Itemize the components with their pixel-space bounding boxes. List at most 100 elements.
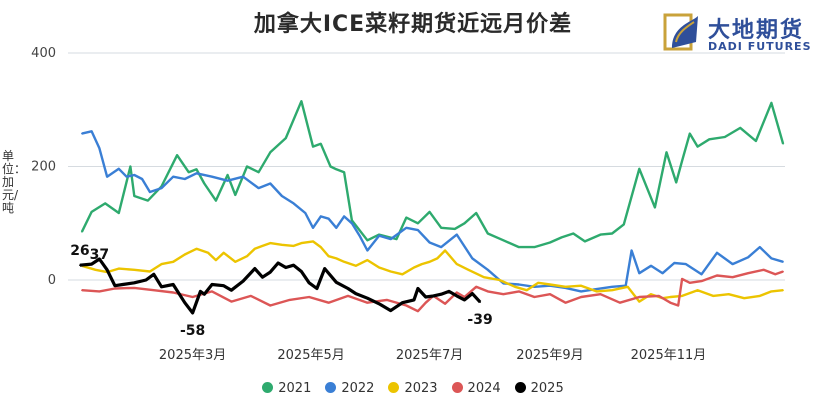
data-point-2025 xyxy=(440,293,443,296)
series-line-2025 xyxy=(79,257,482,315)
data-point-2021 xyxy=(351,219,353,222)
data-point-2023 xyxy=(681,295,683,297)
data-point-2023 xyxy=(378,266,380,269)
data-point-2022 xyxy=(106,175,108,178)
data-point-2024 xyxy=(681,278,683,280)
x-tick-label: 2025年11月 xyxy=(631,348,707,363)
legend-label: 2023 xyxy=(404,381,438,396)
data-point-2023 xyxy=(133,269,136,271)
data-point-2022 xyxy=(320,215,322,218)
data-point-2022 xyxy=(343,215,345,218)
data-point-2025 xyxy=(90,263,93,265)
data-point-2022 xyxy=(366,249,369,252)
data-point-2021 xyxy=(147,199,149,202)
y-tick-label: 200 xyxy=(31,160,56,175)
data-point-2025 xyxy=(153,273,155,276)
data-point-2021 xyxy=(475,212,478,214)
data-point-2025 xyxy=(378,303,380,305)
legend-label: 2021 xyxy=(278,381,312,396)
data-point-2021 xyxy=(518,246,520,248)
legend-dot-icon xyxy=(325,382,337,393)
data-point-2025 xyxy=(203,293,206,296)
data-point-2021 xyxy=(584,240,586,243)
legend-item-2021[interactable]: 2021 xyxy=(262,381,311,396)
data-point-2021 xyxy=(681,160,683,162)
data-point-2022 xyxy=(456,233,458,236)
data-point-2022 xyxy=(428,241,431,244)
data-point-2021 xyxy=(454,228,456,230)
data-point-2023 xyxy=(444,249,446,252)
data-point-2021 xyxy=(708,138,711,141)
x-tick-label: 2025年3月 xyxy=(159,348,226,363)
data-point-2022 xyxy=(133,174,136,176)
data-point-2025 xyxy=(316,287,318,290)
data-point-2021 xyxy=(572,232,575,235)
data-point-2022 xyxy=(417,229,419,231)
data-point-2025 xyxy=(413,299,415,301)
data-point-2021 xyxy=(739,127,742,129)
data-point-2023 xyxy=(413,266,415,269)
legend-item-2022[interactable]: 2022 xyxy=(325,381,374,396)
data-point-2023 xyxy=(160,263,163,265)
data-point-2024 xyxy=(463,296,466,298)
data-point-2023 xyxy=(300,242,303,244)
data-point-2023 xyxy=(743,297,745,300)
data-point-2024 xyxy=(456,291,458,294)
data-point-2023 xyxy=(712,295,714,297)
data-point-2023 xyxy=(483,276,485,279)
series-line-2022 xyxy=(81,130,784,293)
data-point-2023 xyxy=(770,290,773,293)
data-point-2023 xyxy=(149,270,151,273)
data-point-2025 xyxy=(261,276,264,279)
data-point-2023 xyxy=(782,289,784,292)
data-point-2021 xyxy=(104,202,106,205)
data-point-2025 xyxy=(355,292,357,295)
chart-legend: 2021 2022 2023 2024 2025 xyxy=(0,381,826,396)
data-point-2025 xyxy=(335,281,338,284)
data-point-2023 xyxy=(312,240,314,243)
data-point-2023 xyxy=(184,253,186,256)
data-point-2024 xyxy=(549,293,551,296)
data-point-2023 xyxy=(564,286,567,288)
data-point-2022 xyxy=(184,178,186,180)
data-point-2021 xyxy=(246,165,248,168)
data-point-2022 xyxy=(195,172,198,175)
data-point-2024 xyxy=(153,289,155,292)
data-point-2022 xyxy=(661,272,664,275)
legend-item-2025[interactable]: 2025 xyxy=(514,381,564,396)
data-point-2021 xyxy=(638,168,641,170)
data-point-2021 xyxy=(623,223,625,226)
data-point-2022 xyxy=(650,265,652,267)
data-point-2025 xyxy=(471,292,474,295)
data-label: -39 xyxy=(467,312,492,328)
data-label: 26 xyxy=(70,243,89,259)
data-point-2024 xyxy=(347,295,349,297)
data-point-2021 xyxy=(560,236,563,239)
data-point-2025 xyxy=(191,312,194,314)
data-point-2023 xyxy=(269,242,272,244)
data-point-2021 xyxy=(599,233,602,236)
label-layer: 0 200 400 2025年3月 2025年5月 2025年7月 2025年9月 2025年… xyxy=(31,46,706,363)
y-tick-label: 400 xyxy=(31,46,56,61)
legend-label: 2022 xyxy=(341,381,375,396)
data-point-2025 xyxy=(184,301,186,304)
data-point-2024 xyxy=(405,304,408,307)
data-point-2021 xyxy=(129,165,132,168)
data-point-2025 xyxy=(133,282,136,284)
data-point-2022 xyxy=(141,178,143,180)
data-point-2025 xyxy=(300,270,303,273)
data-point-2022 xyxy=(269,182,272,185)
data-point-2022 xyxy=(595,288,598,290)
data-point-2021 xyxy=(689,132,691,135)
data-point-2023 xyxy=(207,252,209,254)
data-point-2021 xyxy=(300,100,303,102)
data-point-2025 xyxy=(308,282,310,284)
data-point-2023 xyxy=(366,259,369,261)
data-point-2023 xyxy=(638,300,641,303)
data-point-2022 xyxy=(630,249,633,252)
legend-item-2024[interactable]: 2024 xyxy=(451,381,501,396)
legend-item-2023[interactable]: 2023 xyxy=(388,381,438,396)
data-point-2025 xyxy=(254,267,256,270)
data-point-2024 xyxy=(564,301,567,304)
legend-dot-icon xyxy=(451,382,463,393)
